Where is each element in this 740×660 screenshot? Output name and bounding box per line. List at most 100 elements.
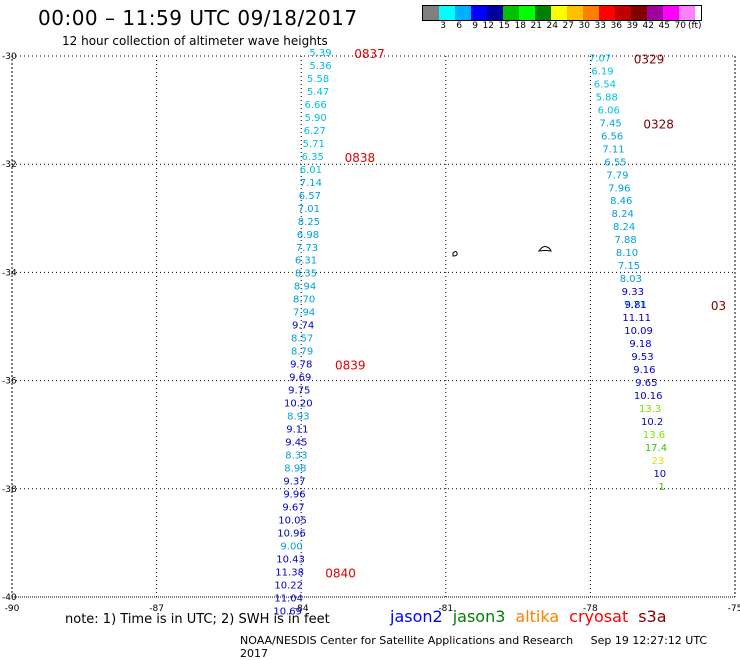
- wave-height-label: 7.07: [589, 53, 611, 64]
- wave-height-label: 10.2: [641, 417, 663, 428]
- wave-height-label: 6.66: [305, 100, 327, 111]
- wave-height-label: 6.01: [300, 165, 322, 176]
- wave-height-label: 7.96: [608, 183, 630, 194]
- time-label: 0329: [634, 52, 665, 66]
- scale-swatch: [583, 6, 599, 20]
- scale-label: 70: [674, 21, 686, 31]
- scale-label: 39: [626, 21, 638, 31]
- wave-height-label: 7.88: [614, 235, 636, 246]
- wave-height-label: 7.15: [618, 261, 640, 272]
- wave-height-label: 8.25: [298, 217, 320, 228]
- wave-height-label: 6.56: [601, 131, 623, 142]
- wave-height-label: 8.46: [610, 196, 632, 207]
- footer-credit: NOAA/NESDIS Center for Satellite Applica…: [240, 634, 574, 647]
- time-label: 0328: [643, 117, 674, 131]
- wave-height-label: 8.35: [295, 269, 317, 280]
- legend-item-altika: altika: [515, 607, 560, 626]
- y-tick-label: -30: [2, 52, 17, 62]
- wave-height-label: 9.53: [631, 352, 653, 363]
- legend-item-cryosat: cryosat: [569, 607, 629, 626]
- y-tick-label: -36: [2, 377, 17, 387]
- wave-height-label: 9.81: [625, 300, 647, 311]
- scale-label: 12: [482, 21, 494, 31]
- wave-height-label: 5.39: [309, 48, 331, 59]
- x-tick-label: -75: [728, 604, 740, 614]
- wave-height-label: 9.37: [283, 476, 305, 487]
- wave-height-label: 13.6: [643, 430, 665, 441]
- wave-height-label: 10.05: [278, 515, 307, 526]
- wave-height-label: 11.04: [274, 593, 303, 604]
- wave-height-label: 6.57: [299, 191, 321, 202]
- wave-height-label: 9.78: [290, 360, 312, 371]
- wave-height-label: 7.45: [600, 118, 622, 129]
- wave-height-label: 5.90: [305, 113, 327, 124]
- wave-height-label: 7.01: [298, 204, 320, 215]
- scale-label: 36: [610, 21, 622, 31]
- time-label: 0838: [345, 151, 376, 165]
- wave-height-label: 9.18: [629, 339, 651, 350]
- scale-label: 3: [440, 21, 446, 31]
- wave-height-label: 9.75: [288, 386, 310, 397]
- wave-height-label: 9.00: [280, 541, 302, 552]
- wave-height-label: 5.88: [596, 92, 618, 103]
- wave-height-label: 9.65: [635, 378, 657, 389]
- scale-label: 15: [498, 21, 510, 31]
- footer: NOAA/NESDIS Center for Satellite Applica…: [240, 634, 740, 660]
- wave-height-label: 23: [652, 456, 665, 467]
- scale-label: 45: [658, 21, 670, 31]
- wave-height-label: 6.35: [302, 152, 324, 163]
- x-tick-label: -81: [438, 604, 453, 614]
- wave-height-label: 9.67: [282, 502, 304, 513]
- scale-label: 30: [578, 21, 590, 31]
- color-scale-swatches: [422, 5, 702, 21]
- wave-height-label: 1: [659, 482, 665, 493]
- wave-height-label: 9.45: [285, 438, 307, 449]
- wave-height-label: 10.22: [274, 580, 303, 591]
- wave-height-label: 10.96: [277, 528, 306, 539]
- wave-height-label: 11.38: [275, 567, 304, 578]
- wave-height-label: 6.27: [304, 126, 326, 137]
- scale-swatch: [567, 6, 583, 20]
- scale-swatch: [439, 6, 455, 20]
- wave-height-label: 9.74: [292, 321, 314, 332]
- scale-label: 21: [530, 21, 542, 31]
- scale-label: 9: [472, 21, 478, 31]
- time-label: 0837: [354, 47, 385, 61]
- legend-item-s3a: s3a: [638, 607, 667, 626]
- wave-height-label: 7.73: [296, 243, 318, 254]
- wave-height-label: 9.96: [283, 489, 305, 500]
- scale-label: 6: [456, 21, 462, 31]
- wave-height-label: 8.24: [612, 209, 634, 220]
- wave-height-label: 13.3: [639, 404, 661, 415]
- wave-height-label: 8.98: [284, 463, 306, 474]
- wave-height-label: 6.55: [604, 157, 626, 168]
- wave-height-label: 8.33: [285, 451, 307, 462]
- wave-height-label: 10.69: [273, 606, 302, 617]
- color-scale: 3 6 9 12 15 18 21 24 27 30 33 36 39 42 45 70 (ft): [422, 5, 702, 33]
- wave-height-label: 6.98: [297, 230, 319, 241]
- scale-swatch: [423, 6, 439, 20]
- wave-height-label: 8.10: [616, 248, 638, 259]
- wave-height-label: 9.11: [286, 425, 308, 436]
- wave-height-label: 11.11: [622, 313, 651, 324]
- chart-subtitle: 12 hour collection of altimeter wave hei…: [62, 34, 328, 48]
- wave-height-label: 10.09: [624, 326, 653, 337]
- scale-swatch: [487, 6, 503, 20]
- wave-height-label: 8.70: [293, 295, 315, 306]
- wave-height-label: 8.94: [294, 282, 316, 293]
- wave-height-label: 5.71: [303, 139, 325, 150]
- x-tick-label: -84: [294, 604, 309, 614]
- wave-height-label: 6.31: [295, 256, 317, 267]
- scale-unit: (ft): [688, 21, 702, 31]
- wave-height-label: 7.11: [602, 144, 624, 155]
- scale-swatch: [471, 6, 487, 20]
- wave-height-label: 5.47: [307, 87, 329, 98]
- wave-height-label: 9.16: [633, 365, 655, 376]
- scale-label: 18: [514, 21, 526, 31]
- scale-swatch: [519, 6, 535, 20]
- scale-swatch: [455, 6, 471, 20]
- wave-height-label: 8.57: [291, 334, 313, 345]
- scale-swatch: [535, 6, 551, 20]
- scale-swatch: [551, 6, 567, 20]
